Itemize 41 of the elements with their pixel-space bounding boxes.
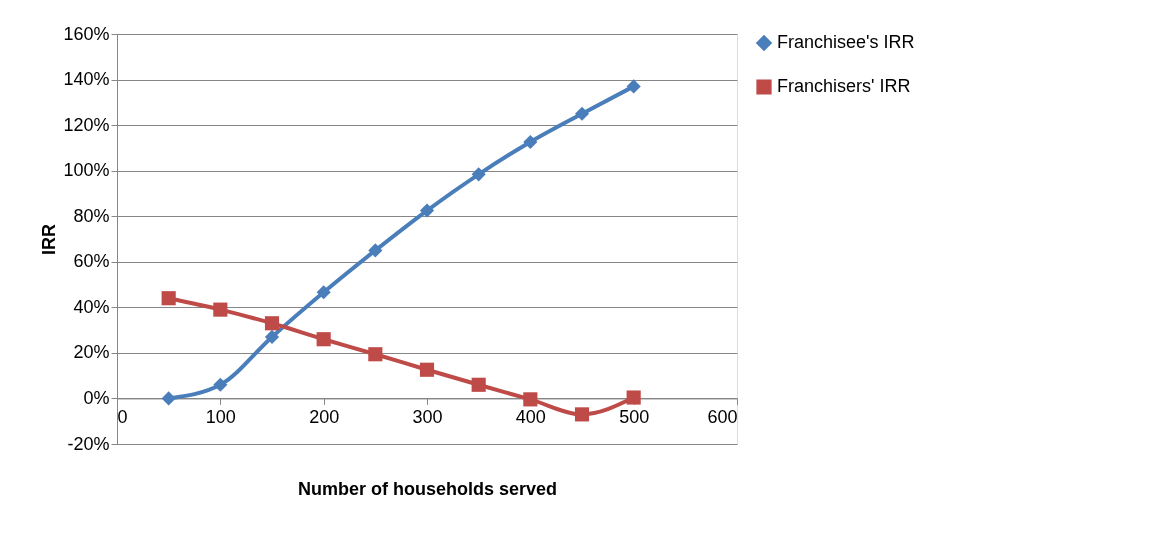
y-tick-label: 0% bbox=[83, 387, 110, 408]
point bbox=[161, 291, 176, 306]
point bbox=[161, 391, 176, 406]
point bbox=[471, 167, 486, 182]
point bbox=[316, 332, 331, 347]
y-tick-label: 60% bbox=[73, 251, 110, 272]
y-tick-label: 160% bbox=[63, 23, 110, 44]
x-tick-label: 300 bbox=[412, 406, 443, 427]
point bbox=[523, 392, 538, 407]
x-tick-label: 100 bbox=[205, 406, 236, 427]
x-tick-label: 200 bbox=[309, 406, 340, 427]
point bbox=[264, 329, 280, 345]
y-tick-label: 120% bbox=[63, 114, 110, 135]
x-axis-title: Number of households served bbox=[297, 478, 558, 499]
point bbox=[471, 377, 486, 392]
x-tick-label: 0 bbox=[117, 406, 128, 427]
point bbox=[419, 203, 435, 218]
y-tick-label: 100% bbox=[63, 160, 110, 181]
point bbox=[626, 79, 641, 94]
point bbox=[523, 134, 538, 150]
point bbox=[368, 347, 383, 362]
y-tick-label: 140% bbox=[63, 69, 110, 90]
y-axis-title: IRR bbox=[39, 224, 60, 255]
point bbox=[368, 243, 383, 258]
y-tick-label: -20% bbox=[67, 433, 110, 454]
point bbox=[213, 302, 228, 317]
point bbox=[574, 407, 590, 422]
point bbox=[264, 316, 280, 331]
y-tick-label: 20% bbox=[73, 342, 110, 363]
y-tick-label: 80% bbox=[73, 205, 110, 226]
legend-label: Franchisee's IRR bbox=[777, 32, 915, 52]
point bbox=[419, 362, 435, 377]
point bbox=[213, 377, 228, 392]
y-tick-label: 40% bbox=[73, 296, 110, 317]
x-tick-label: 400 bbox=[515, 406, 546, 427]
point bbox=[626, 390, 641, 405]
legend-label: Franchisers' IRR bbox=[777, 76, 911, 96]
x-tick-label: 600 bbox=[707, 406, 738, 427]
x-tick-label: 500 bbox=[619, 406, 650, 427]
point bbox=[316, 285, 331, 300]
point bbox=[574, 106, 590, 121]
